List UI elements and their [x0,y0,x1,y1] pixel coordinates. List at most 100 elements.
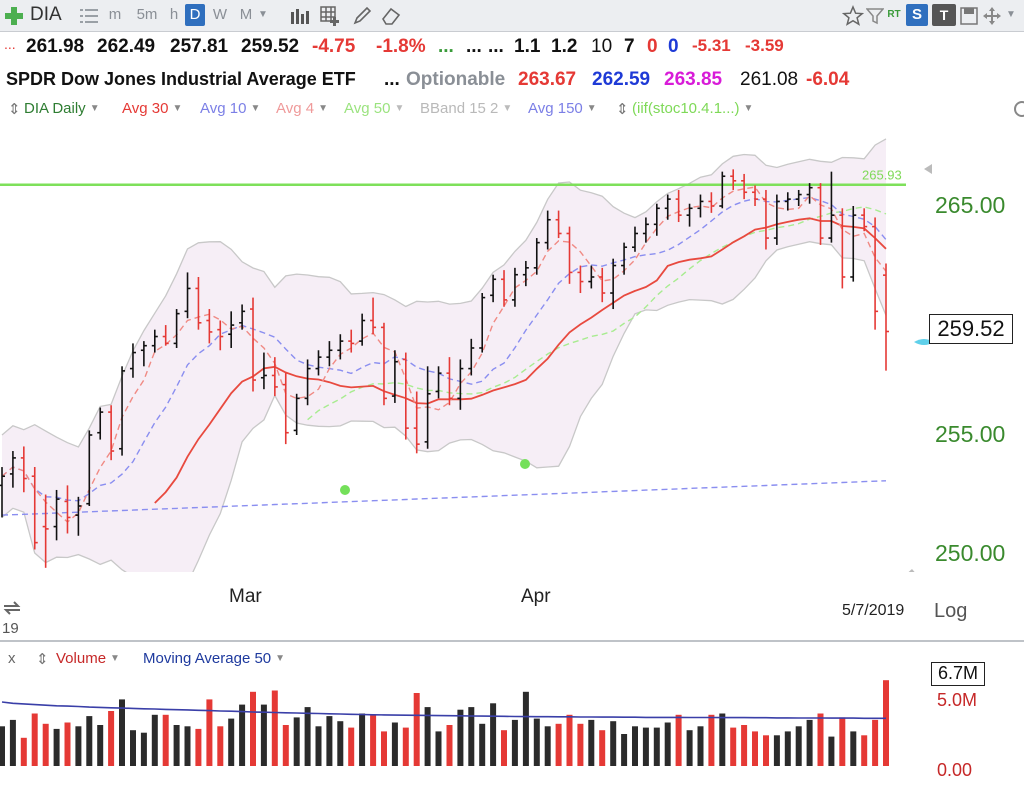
legend-label: Volume [56,650,107,667]
quote-dots-green: ... [438,36,454,57]
ohlc-bar [402,352,409,440]
volume-bar [31,713,38,766]
price-tick: 250.00 [935,540,1006,566]
legend-item-avg50[interactable]: Avg 50 ▼ [344,100,404,117]
add-symbol-icon[interactable] [4,6,24,26]
ohlc-bar [501,270,508,307]
toolbar: DIA m 5m h D W M ▼ RT S T ▼ [0,0,1024,32]
ohlc-bar [380,322,387,406]
price-chart[interactable]: 265.93 [0,122,1024,572]
toolbar-menu-caret-icon[interactable]: ▼ [1006,9,1016,20]
legend-item-avg150[interactable]: Avg 150 ▼ [528,100,597,117]
timeframe-daily[interactable]: D [185,4,205,26]
price-tick: 255.00 [935,421,1006,447]
volume-bar [206,699,213,766]
ohlc-bar [697,194,704,218]
pencil-icon[interactable] [352,6,372,26]
volume-bar [424,707,431,766]
legend-item-avg10[interactable]: Avg 10 ▼ [200,100,260,117]
scan-badge[interactable]: S [906,4,928,26]
ohlc-bar [795,189,802,206]
ohlc-bar [544,210,551,250]
band-fill [2,138,886,572]
ohlc-bar [413,391,420,454]
ohlc-bar [108,405,115,461]
ohlc-bar [446,357,453,406]
volume-bar [173,725,180,766]
avg150-line [1,480,887,516]
ohlc-bar [850,206,857,282]
timeframe-minute[interactable]: m [108,6,122,23]
indicator-legend: ⇕ DIA Daily ▼ Avg 30 ▼ Avg 10 ▼ Avg 4 ▼ Avg … [0,98,1024,122]
volume-bar [588,719,595,766]
timeframe-hour[interactable]: h [169,6,179,23]
timeframe-weekly[interactable]: W [212,6,228,23]
ohlc-bar [566,226,573,284]
legend-item-avg4[interactable]: Avg 4 ▼ [276,100,328,117]
pane-divider[interactable] [0,640,1024,642]
ohlc-bar [282,373,289,445]
indicator-grid-icon[interactable] [320,6,342,26]
volume-bar [610,721,617,766]
volume-bar [271,690,278,766]
symbol-label[interactable]: DIA [30,4,62,25]
ohlc-bar [730,169,737,190]
eraser-icon[interactable] [380,6,402,26]
bar-style-icon[interactable] [290,8,312,24]
signal-dot [340,485,350,495]
chevron-down-icon: ▼ [586,103,597,114]
scroll-left-icon[interactable] [924,164,932,174]
save-icon[interactable] [960,7,978,25]
volume-bar [632,726,638,766]
volume-bar [239,704,246,766]
legend-item-dia-daily[interactable]: DIA Daily ▼ [24,100,100,117]
volume-bar [86,716,93,766]
ohlc-bar [861,208,868,232]
timeframe-caret-icon[interactable]: ▼ [258,9,268,20]
ohlc-bar [511,267,518,307]
volume-bar [97,725,104,766]
resistance-label: 265.93 [862,168,902,183]
move-icon[interactable] [982,6,1002,26]
realtime-badge[interactable]: RT [887,9,901,20]
volume-bar [533,718,540,766]
close-pane-icon[interactable]: x [8,650,16,667]
trade-badge[interactable]: T [932,4,956,26]
ohlc-bar [9,451,16,488]
ohlc-bar [686,203,693,227]
volume-bar [719,713,726,766]
volume-bar [861,735,868,766]
legend-item-volume[interactable]: Volume ▼ [56,650,120,667]
settings-icon[interactable] [1012,100,1024,118]
refresh-icon[interactable] [2,600,22,616]
volume-chart[interactable] [0,666,930,772]
volume-bar [522,691,529,766]
star-icon[interactable] [842,5,864,27]
scroll-up-icon[interactable] [904,569,918,572]
timeframe-5min[interactable]: 5m [136,6,158,23]
volume-bar [402,727,409,766]
filter-icon[interactable] [866,7,884,25]
legend-item-stoc[interactable]: (iif(stoc10.4.1...) ▼ [632,100,753,117]
timeframe-monthly[interactable]: M [239,6,253,23]
volume-bar [883,680,889,766]
log-scale-toggle[interactable]: Log [934,600,968,622]
legend-drag-icon[interactable]: ⇕ [36,651,49,668]
ohlc-bar [260,352,267,390]
list-icon[interactable] [80,8,98,24]
legend-drag-icon[interactable]: ⇕ [616,101,629,118]
ohlc-bar [752,185,759,206]
volume-bar [130,730,136,766]
legend-item-volume-ma[interactable]: Moving Average 50 ▼ [143,650,285,667]
volume-bar [446,725,453,766]
volume-ma-line [1,701,886,720]
legend-drag-icon[interactable]: ⇕ [8,101,21,118]
volume-bar [621,734,628,766]
band-lower-line [1,241,887,572]
volume-bar [260,704,267,766]
legend-item-avg30[interactable]: Avg 30 ▼ [122,100,182,117]
volume-bar [773,735,780,766]
legend-item-bband[interactable]: BBand 15 2 ▼ [420,100,512,117]
ohlc-bar [708,192,715,213]
chevron-down-icon: ▼ [394,103,405,114]
